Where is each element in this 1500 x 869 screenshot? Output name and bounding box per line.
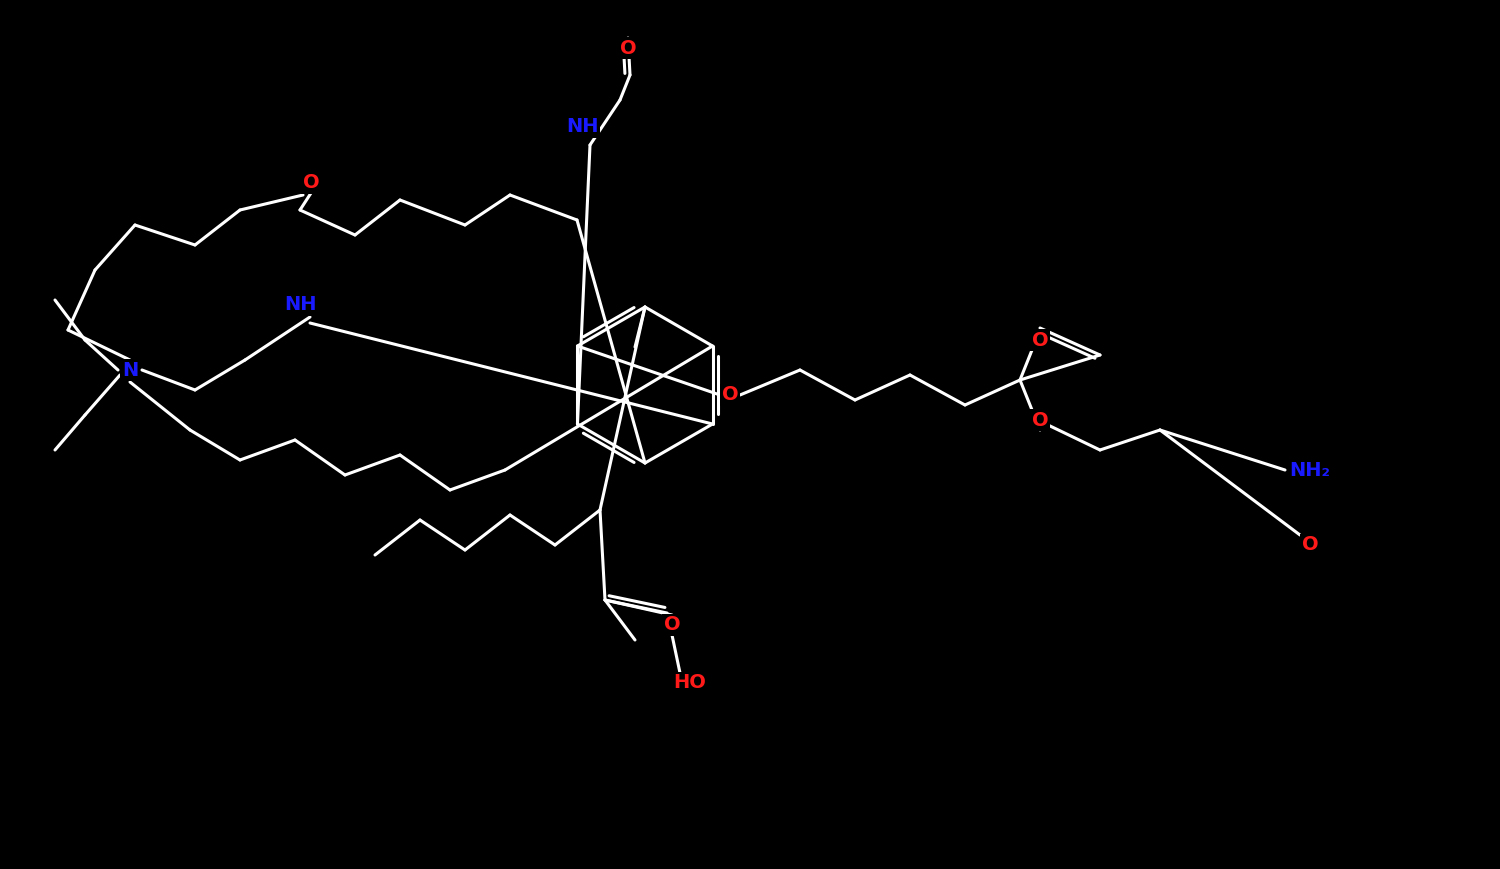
Text: O: O	[1302, 535, 1318, 554]
Text: NH₂: NH₂	[1290, 461, 1330, 480]
Text: NH: NH	[284, 295, 316, 315]
Text: O: O	[303, 174, 320, 193]
Text: NH: NH	[566, 117, 598, 136]
Text: O: O	[722, 386, 738, 404]
Text: N: N	[122, 361, 138, 380]
Text: O: O	[620, 38, 636, 57]
Text: O: O	[1032, 410, 1048, 429]
Text: HO: HO	[674, 673, 706, 693]
Text: O: O	[1032, 330, 1048, 349]
Text: O: O	[663, 615, 681, 634]
